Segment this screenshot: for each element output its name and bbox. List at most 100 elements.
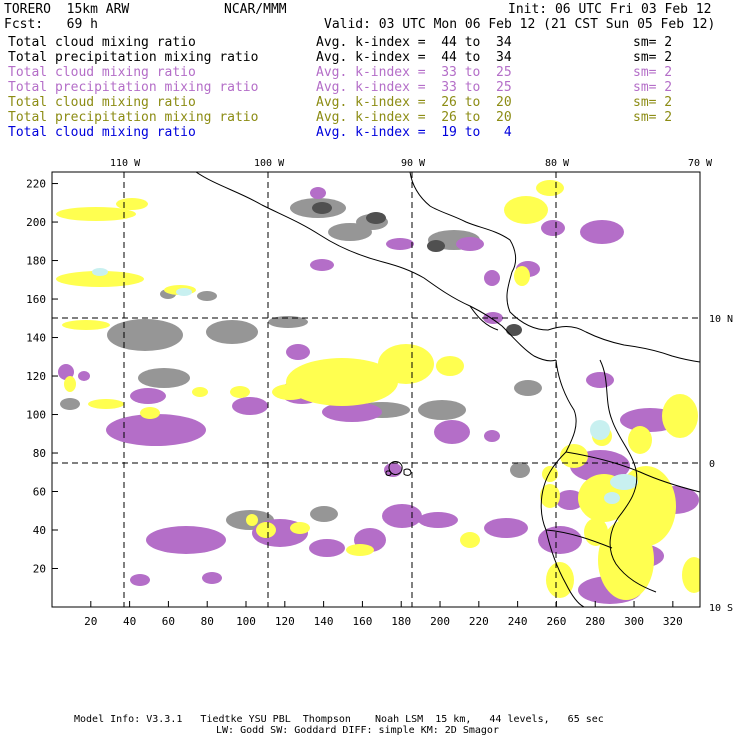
- x-tick-label: 220: [469, 615, 489, 628]
- legend-kindex: Avg. k-index = 26 to 20: [316, 95, 512, 110]
- plot-frame: [51, 171, 701, 608]
- galapagos-island: [403, 468, 412, 476]
- legend-kindex: Avg. k-index = 33 to 25: [316, 80, 512, 95]
- gray-cloud-region: [197, 291, 217, 301]
- purple-cloud-region: [384, 463, 402, 477]
- yellow-cloud-region: [62, 320, 110, 330]
- yellow-cloud-region: [584, 518, 608, 546]
- y-tick-label: 20: [33, 563, 46, 576]
- legend-smoothing: sm= 2: [633, 65, 673, 80]
- legend-smoothing: sm= 2: [633, 95, 673, 110]
- cyan-cloud-region: [590, 420, 610, 440]
- lat-label: 10 S: [709, 603, 733, 614]
- yellow-cloud-region: [628, 426, 652, 454]
- yellow-cloud-region: [540, 484, 560, 508]
- cyan-cloud-region: [610, 474, 638, 490]
- coastline-caribbean: [409, 172, 700, 363]
- physics-info: LW: Godd SW: Goddard DIFF: simple KM: 2D…: [216, 725, 499, 736]
- coastline-central-america: [195, 172, 557, 362]
- forecast-hour: Fcst: 69 h: [4, 17, 98, 32]
- yellow-cloud-region: [56, 207, 136, 221]
- y-tick-label: 120: [26, 370, 46, 383]
- cyan-cloud-region: [92, 268, 108, 276]
- purple-cloud-region: [456, 237, 484, 251]
- y-tick-label: 220: [26, 178, 46, 191]
- x-tick-label: 180: [391, 615, 411, 628]
- purple-cloud-region: [418, 512, 458, 528]
- yellow-cloud-region: [436, 356, 464, 376]
- yellow-cloud-region: [460, 532, 480, 548]
- yellow-cloud-region: [504, 196, 548, 224]
- x-tick-label: 80: [201, 615, 214, 628]
- purple-cloud-region: [146, 526, 226, 554]
- y-tick-label: 140: [26, 332, 46, 345]
- y-tick-label: 180: [26, 255, 46, 268]
- purple-cloud-region: [386, 238, 414, 250]
- darkgray-cloud-region: [366, 212, 386, 224]
- y-tick-label: 160: [26, 293, 46, 306]
- darkgray-cloud-region: [506, 324, 522, 336]
- geo-labels: 110 W 100 W 90 W 80 W 70 W 10 N 0 10 S: [110, 158, 733, 614]
- lon-label: 90 W: [401, 158, 426, 169]
- legend-smoothing: sm= 2: [633, 80, 673, 95]
- purple-cloud-region: [130, 388, 166, 404]
- purple-cloud-region: [538, 526, 582, 554]
- yellow-cloud-region: [542, 466, 558, 482]
- legend-field: Total precipitation mixing ratio: [8, 50, 259, 65]
- model-info: Model Info: V3.3.1 Tiedtke YSU PBL Thomp…: [74, 714, 604, 725]
- x-tick-label: 120: [275, 615, 295, 628]
- purple-cloud-region: [586, 372, 614, 388]
- cyan-cloud-region: [176, 288, 192, 296]
- gray-cloud-region: [107, 319, 183, 351]
- purple-cloud-region: [202, 572, 222, 584]
- purple-cloud-region: [309, 539, 345, 557]
- coastline-south-america: [540, 359, 585, 607]
- purple-cloud-region: [580, 220, 624, 244]
- purple-cloud-region: [310, 187, 326, 199]
- gray-cloud-region: [268, 316, 308, 328]
- yellow-cloud-region: [286, 358, 398, 406]
- border-line: [565, 451, 700, 493]
- border-line: [545, 529, 613, 549]
- legend-kindex: Avg. k-index = 44 to 34: [316, 35, 512, 50]
- yellow-cloud-region: [272, 384, 308, 400]
- yellow-cloud-region: [682, 557, 700, 593]
- x-tick-label: 160: [352, 615, 372, 628]
- y-tick-label: 80: [33, 447, 46, 460]
- yellow-cloud-region: [346, 544, 374, 556]
- legend-field: Total cloud mixing ratio: [8, 65, 196, 80]
- graticule: [52, 172, 700, 607]
- x-tick-label: 40: [123, 615, 136, 628]
- gray-cloud-region: [138, 368, 190, 388]
- darkgray-cloud-region: [312, 202, 332, 214]
- axis-tick-labels: 20 40 60 80 100 120 140 160 180 200 220 240 260 280 30…: [26, 178, 683, 628]
- galapagos-island: [385, 470, 392, 476]
- legend-field: Total precipitation mixing ratio: [8, 110, 259, 125]
- darkgray-cloud-region: [427, 240, 445, 252]
- gray-cloud-region: [510, 462, 530, 478]
- gray-cloud-region: [206, 320, 258, 344]
- yellow-cloud-region: [290, 522, 310, 534]
- yellow-cloud-region: [116, 198, 148, 210]
- x-tick-label: 100: [236, 615, 256, 628]
- x-tick-label: 260: [546, 615, 566, 628]
- x-tick-label: 60: [162, 615, 175, 628]
- purple-cloud-region: [484, 430, 500, 442]
- legend-kindex: Avg. k-index = 44 to 34: [316, 50, 512, 65]
- organization: NCAR/MMM: [224, 2, 287, 17]
- lon-label: 110 W: [110, 158, 141, 169]
- lat-label: 10 N: [709, 314, 733, 325]
- purple-cloud-region: [286, 344, 310, 360]
- purple-cloud-region: [78, 371, 90, 381]
- yellow-cloud-region: [140, 407, 160, 419]
- purple-cloud-region: [232, 397, 268, 415]
- yellow-cloud-region: [246, 514, 258, 526]
- x-tick-label: 320: [663, 615, 683, 628]
- x-tick-label: 300: [624, 615, 644, 628]
- purple-cloud-region: [106, 414, 206, 446]
- y-tick-label: 40: [33, 524, 46, 537]
- border-line: [469, 305, 499, 331]
- model-title: TORERO 15km ARW: [4, 2, 130, 17]
- yellow-cloud-region: [230, 386, 250, 398]
- purple-cloud-region: [434, 420, 470, 444]
